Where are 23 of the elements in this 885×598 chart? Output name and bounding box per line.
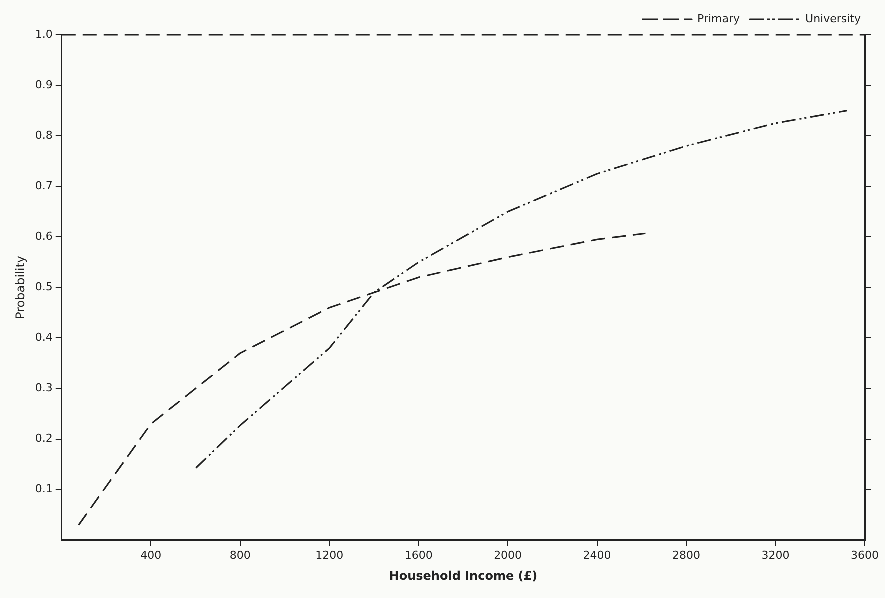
x-axis-title: Household Income (£) bbox=[389, 568, 538, 583]
y-tick-label: 0.8 bbox=[35, 128, 53, 142]
x-tick-label: 400 bbox=[140, 548, 162, 562]
y-tick-label: 0.5 bbox=[35, 280, 53, 294]
y-tick-label: 0.9 bbox=[35, 78, 53, 92]
y-tick-label: 1.0 bbox=[35, 28, 53, 41]
y-tick-label: 0.2 bbox=[35, 432, 53, 446]
y-tick-label: 0.7 bbox=[35, 179, 53, 192]
x-tick-label: 2400 bbox=[583, 548, 612, 562]
x-tick-label: 2000 bbox=[494, 548, 522, 562]
legend-label: University bbox=[806, 12, 862, 26]
legend-label: Primary bbox=[698, 12, 740, 26]
y-axis-title: Probability bbox=[13, 256, 28, 320]
y-tick-label: 0.6 bbox=[35, 230, 53, 244]
x-tick-label: 2800 bbox=[672, 548, 701, 562]
x-tick-label: 3600 bbox=[851, 548, 879, 562]
x-tick-label: 1200 bbox=[316, 548, 344, 562]
y-tick-label: 0.3 bbox=[35, 382, 53, 395]
x-tick-label: 1600 bbox=[404, 548, 433, 562]
y-tick-label: 0.1 bbox=[35, 482, 53, 496]
y-tick-label: 0.4 bbox=[35, 331, 53, 344]
x-tick-label: 800 bbox=[230, 548, 251, 562]
x-tick-label: 3200 bbox=[762, 548, 790, 562]
